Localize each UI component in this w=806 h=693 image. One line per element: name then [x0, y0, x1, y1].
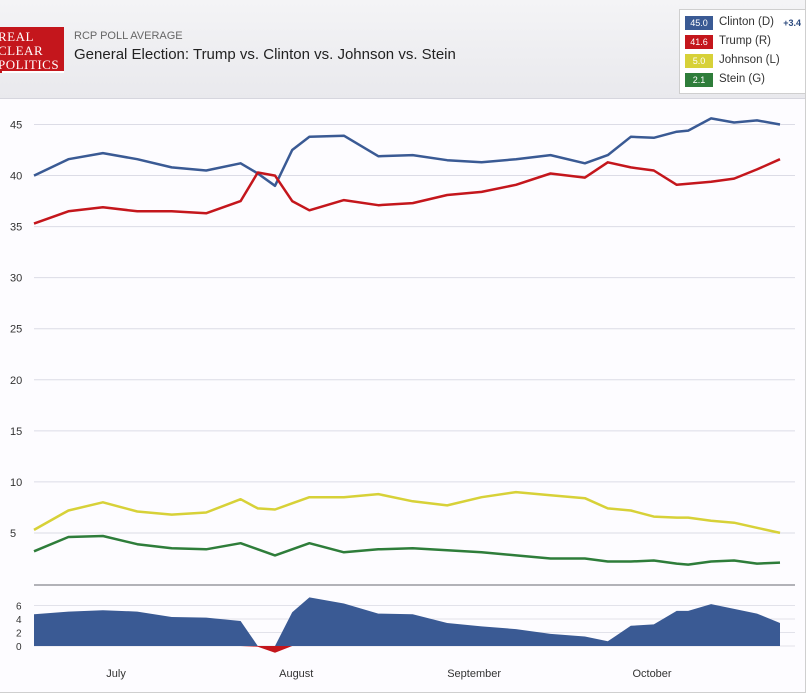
- legend-item-clinton[interactable]: 45.0 Clinton (D) +3.4: [685, 15, 803, 31]
- gridlines: [34, 124, 795, 534]
- y-tick-label: 40: [10, 171, 22, 183]
- legend: 45.0 Clinton (D) +3.4 41.6 Trump (R) 5.0…: [679, 9, 806, 94]
- spread-tick-label: 2: [16, 629, 22, 640]
- legend-label: Trump (R): [719, 35, 771, 47]
- legend-label: Johnson (L): [719, 54, 780, 66]
- y-axis-ticks: 5 10 15 20 25 30 35 40 45: [10, 120, 22, 540]
- x-tick-label: July: [106, 668, 126, 680]
- chart-subtitle: RCP POLL AVERAGE: [74, 30, 183, 42]
- legend-item-stein[interactable]: 2.1 Stein (G): [685, 72, 803, 88]
- y-tick-label: 45: [10, 120, 22, 132]
- spread-tick-label: 6: [16, 602, 22, 613]
- poll-lines: [33, 117, 781, 566]
- legend-label: Stein (G): [719, 73, 766, 85]
- series-line-clinton: [33, 117, 781, 188]
- series-line-johnson: [33, 490, 781, 535]
- spread-area-clinton: [34, 597, 780, 646]
- chart-title: General Election: Trump vs. Clinton vs. …: [74, 46, 456, 63]
- legend-spread: +3.4: [783, 18, 801, 28]
- y-tick-label: 5: [10, 528, 16, 540]
- logo-line-1: REAL: [0, 29, 34, 44]
- logo-line-3: POLITICS: [0, 57, 60, 72]
- y-tick-label: 15: [10, 426, 22, 438]
- logo-line-2: CLEAR: [0, 43, 44, 58]
- spread-panel: 0 2 4 6: [16, 597, 795, 653]
- legend-value-badge: 41.6: [685, 35, 713, 49]
- spread-area-trump: [34, 646, 780, 653]
- spread-tick-label: 4: [16, 615, 22, 626]
- x-tick-label: October: [632, 668, 671, 680]
- series-line-stein: [33, 534, 781, 566]
- chart-header: REAL CLEAR POLITICS RCP POLL AVERAGE Gen…: [0, 0, 806, 99]
- y-tick-label: 30: [10, 273, 22, 285]
- x-axis-ticks: July August September October: [106, 668, 672, 680]
- y-tick-label: 10: [10, 477, 22, 489]
- series-line-trump: [33, 158, 781, 225]
- y-tick-label: 20: [10, 375, 22, 387]
- y-tick-label: 25: [10, 324, 22, 336]
- realclearpolitics-logo[interactable]: REAL CLEAR POLITICS: [0, 27, 64, 73]
- legend-label: Clinton (D): [719, 16, 774, 28]
- y-tick-label: 35: [10, 222, 22, 234]
- legend-value-badge: 45.0: [685, 16, 713, 30]
- legend-value-badge: 5.0: [685, 54, 713, 68]
- x-tick-label: August: [279, 668, 313, 680]
- logo-underline: [2, 71, 64, 73]
- spread-tick-label: 0: [16, 642, 22, 653]
- legend-item-johnson[interactable]: 5.0 Johnson (L): [685, 53, 803, 69]
- legend-item-trump[interactable]: 41.6 Trump (R): [685, 34, 803, 50]
- x-tick-label: September: [447, 668, 501, 680]
- legend-value-badge: 2.1: [685, 73, 713, 87]
